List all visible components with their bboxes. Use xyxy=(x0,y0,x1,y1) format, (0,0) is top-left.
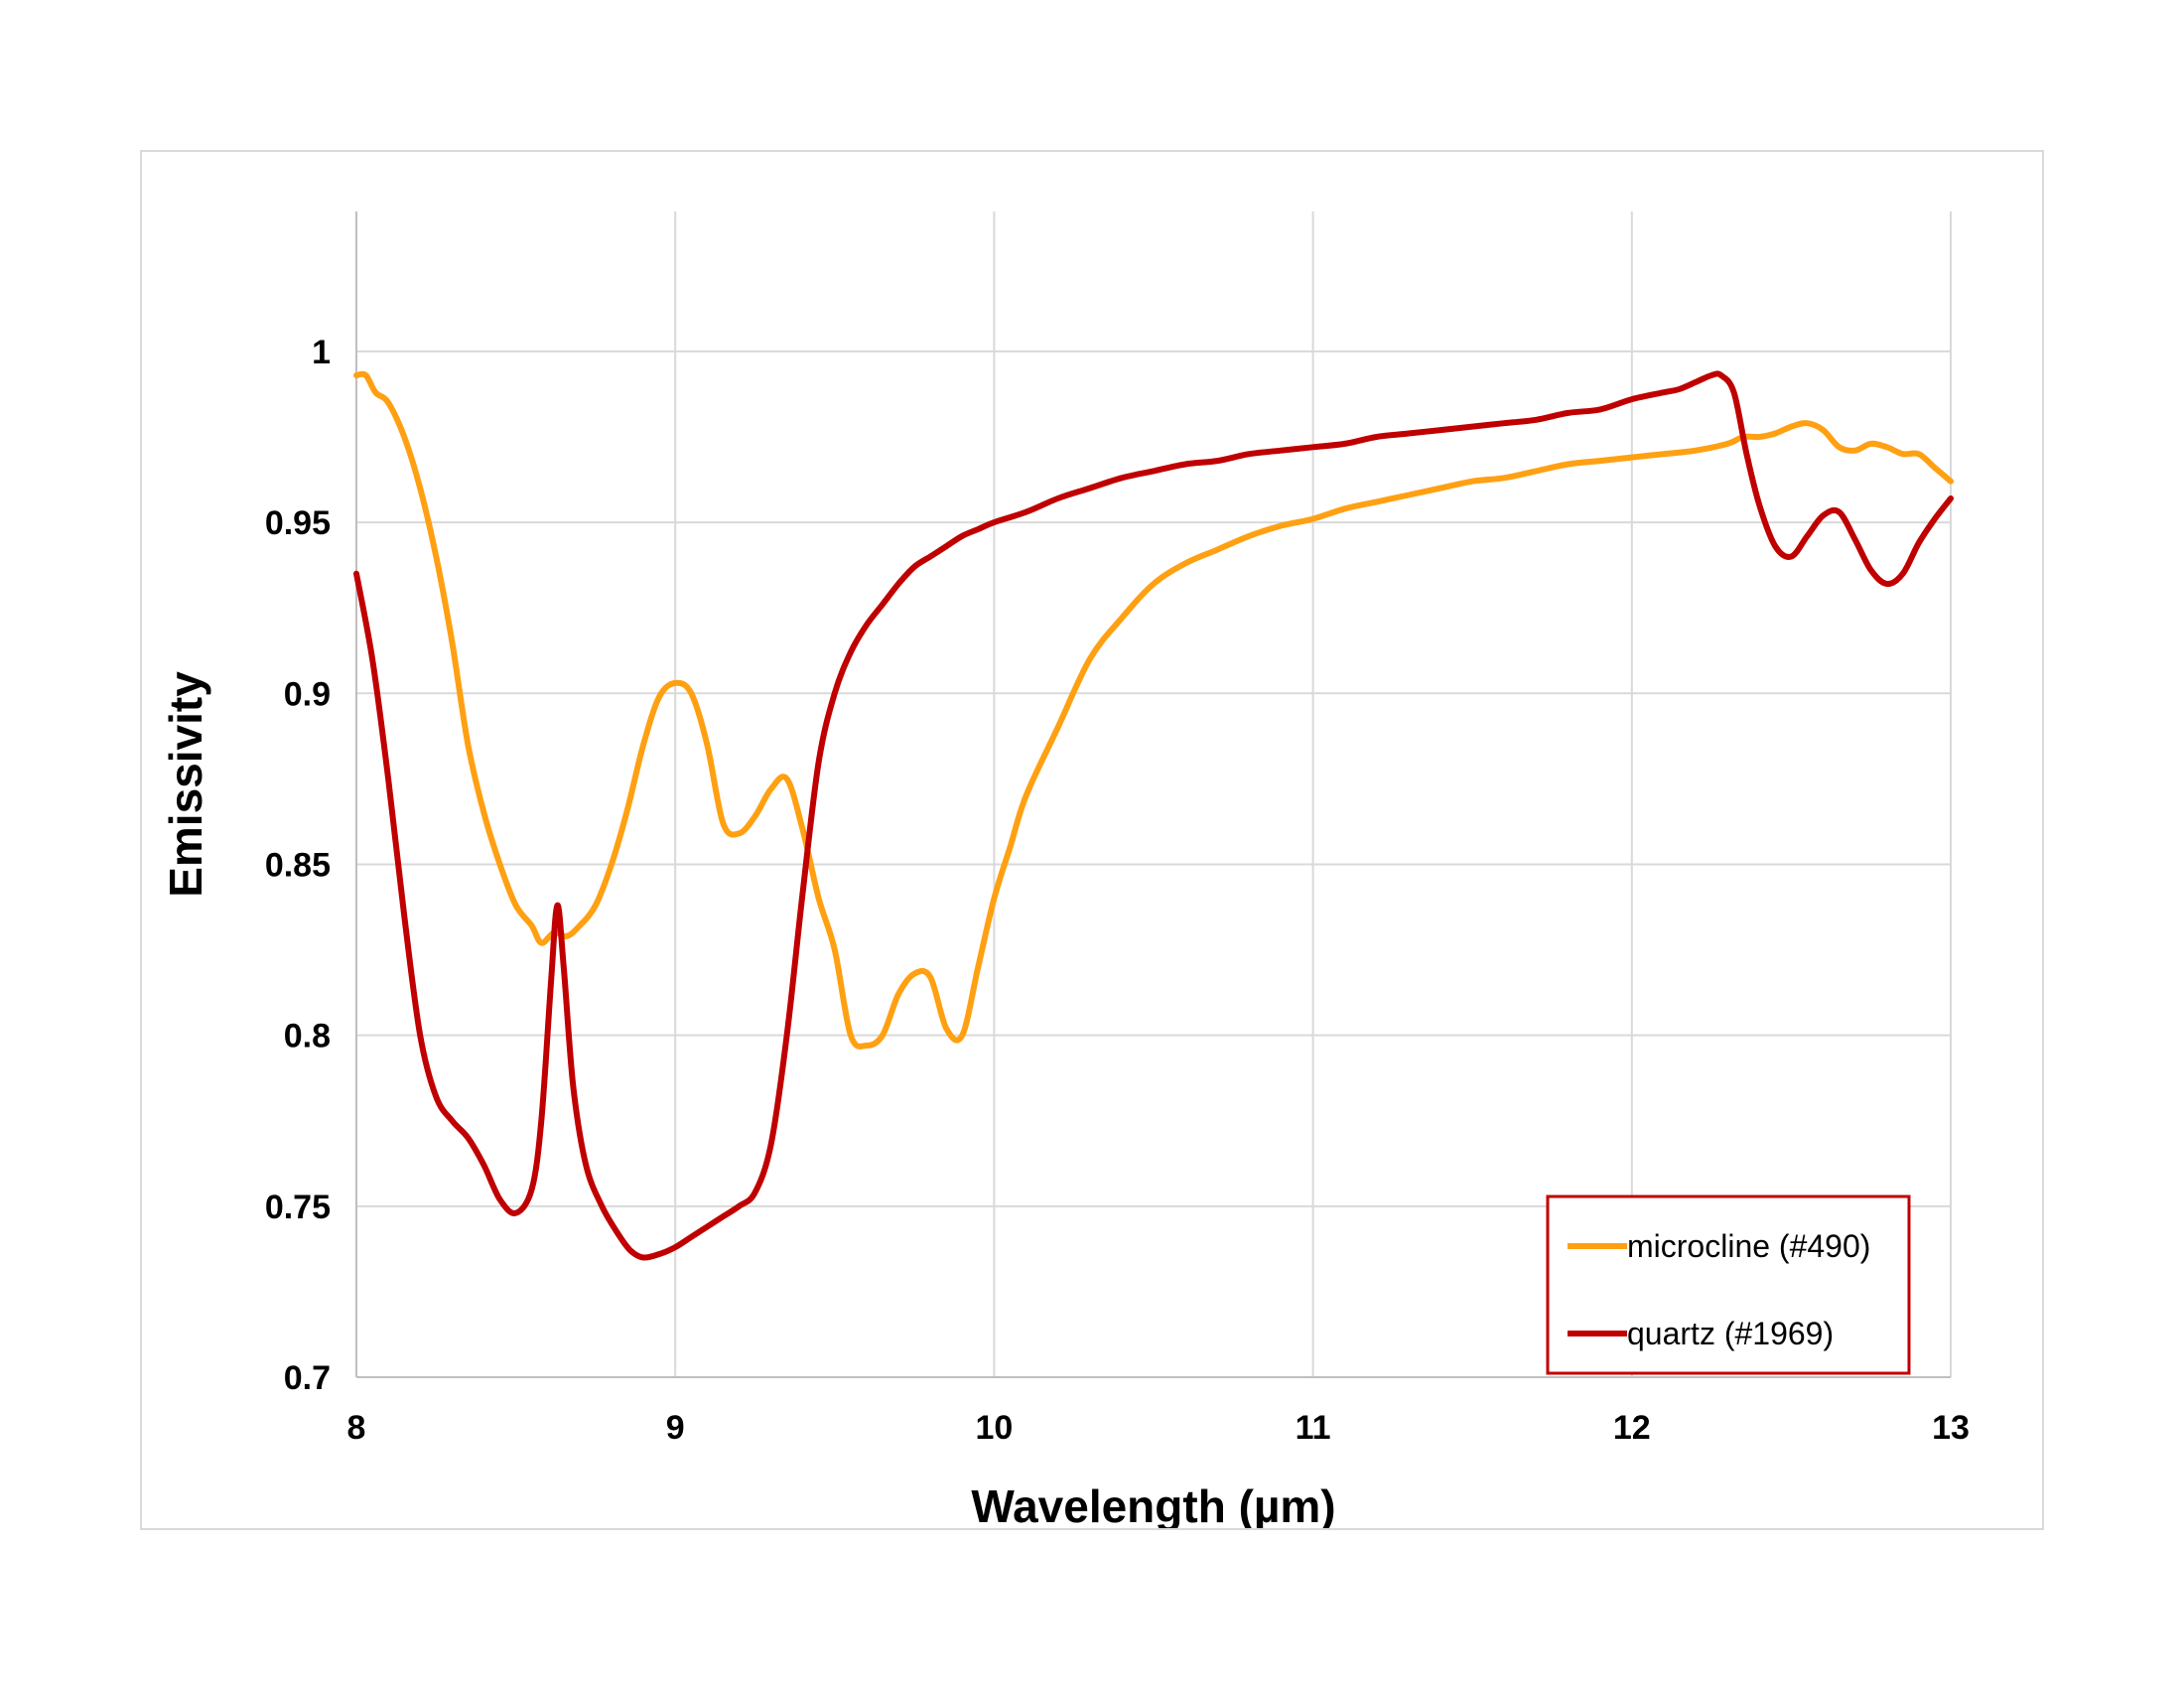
tick-labels: 0.7 0.75 0.8 0.85 0.9 0.95 1 8 9 10 11 12 13 xyxy=(265,334,1970,1447)
axes xyxy=(355,211,1951,1378)
y-tick-label: 1 xyxy=(312,334,331,371)
y-tick-label: 0.7 xyxy=(284,1359,331,1397)
series-line-microcline xyxy=(353,370,1954,1050)
y-tick-label: 0.75 xyxy=(265,1189,331,1226)
x-tick-label: 11 xyxy=(1296,1409,1331,1447)
x-tick-label: 9 xyxy=(666,1409,685,1447)
chart-frame: 0.7 0.75 0.8 0.85 0.9 0.95 1 8 9 10 11 12 13 Wavelen… xyxy=(140,150,2044,1530)
legend: microcline (#490) quartz (#1969) xyxy=(1546,1195,1911,1375)
gridlines xyxy=(356,211,1952,1377)
x-tick-label: 8 xyxy=(347,1409,366,1447)
legend-label-microcline: microcline (#490) xyxy=(1627,1228,1870,1264)
y-tick-label: 0.85 xyxy=(265,846,331,884)
y-tick-label: 0.95 xyxy=(265,504,331,542)
legend-label-quartz: quartz (#1969) xyxy=(1627,1316,1834,1351)
x-tick-label: 12 xyxy=(1613,1409,1651,1447)
y-tick-label: 0.8 xyxy=(284,1018,331,1055)
x-axis-title: Wavelength (µm) xyxy=(971,1480,1335,1528)
x-tick-label: 13 xyxy=(1932,1409,1970,1447)
y-axis-title: Emissivity xyxy=(160,671,211,898)
emissivity-chart: 0.7 0.75 0.8 0.85 0.9 0.95 1 8 9 10 11 12 13 Wavelen… xyxy=(160,211,1970,1528)
y-tick-label: 0.9 xyxy=(284,675,331,713)
series-lines xyxy=(353,370,1954,1261)
legend-box xyxy=(1546,1195,1911,1375)
series-line-quartz xyxy=(353,370,1954,1261)
x-tick-label: 10 xyxy=(975,1409,1013,1447)
